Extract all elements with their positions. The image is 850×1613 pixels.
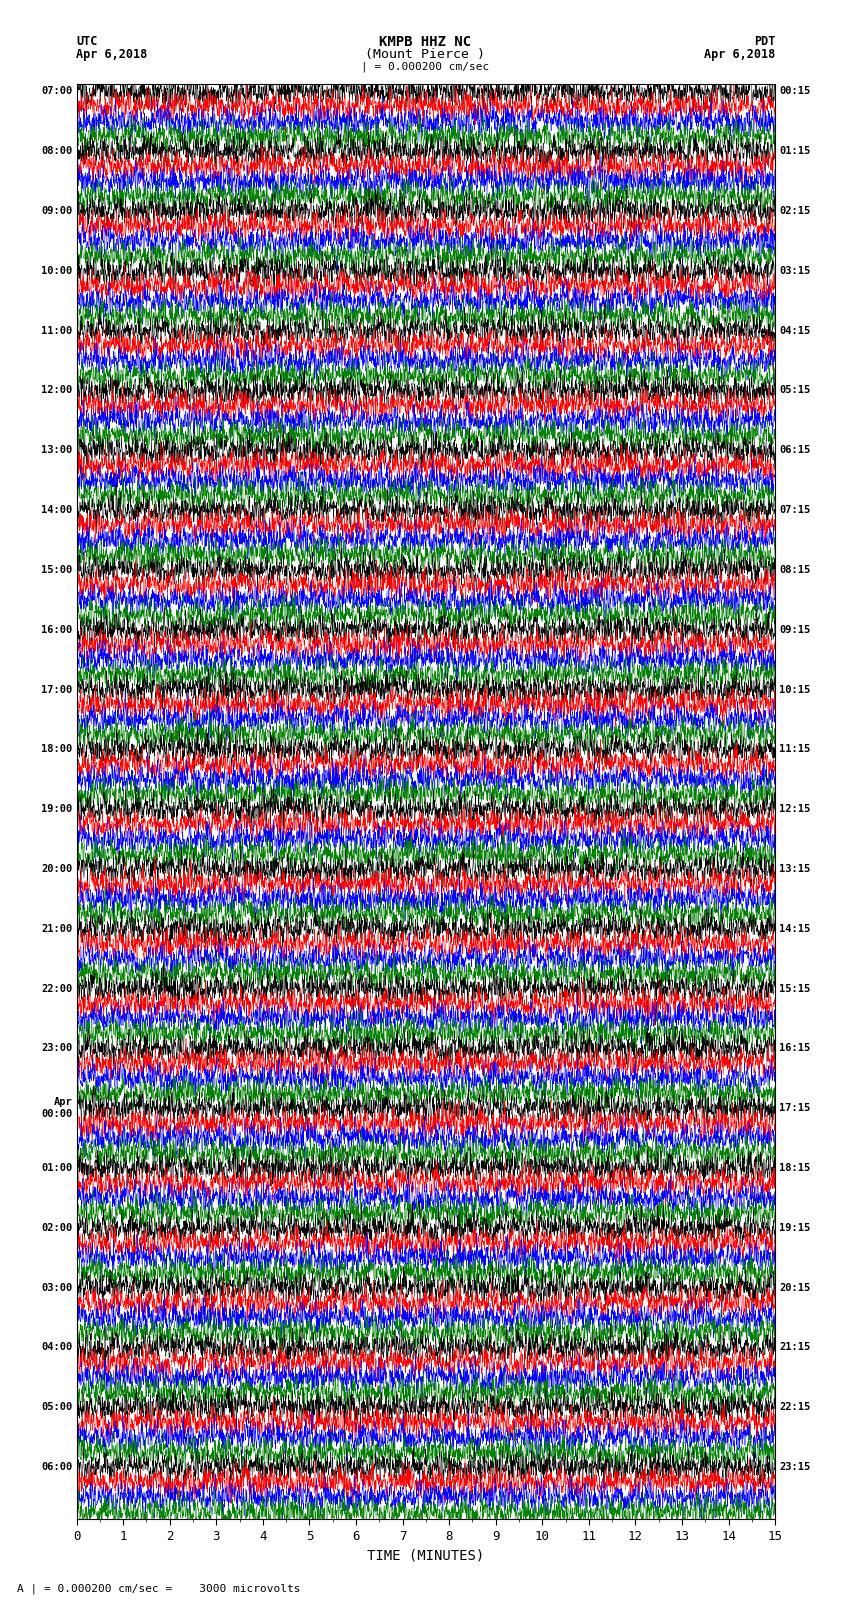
Text: 22:15: 22:15 — [779, 1402, 811, 1413]
Text: 08:15: 08:15 — [779, 565, 811, 574]
Text: 13:00: 13:00 — [41, 445, 72, 455]
Text: 15:00: 15:00 — [41, 565, 72, 574]
Text: 17:00: 17:00 — [41, 684, 72, 695]
Text: 20:15: 20:15 — [779, 1282, 811, 1292]
Text: 12:15: 12:15 — [779, 805, 811, 815]
Text: 19:00: 19:00 — [41, 805, 72, 815]
Text: 02:00: 02:00 — [41, 1223, 72, 1232]
Text: 13:15: 13:15 — [779, 865, 811, 874]
Text: 03:15: 03:15 — [779, 266, 811, 276]
Text: 14:00: 14:00 — [41, 505, 72, 515]
Text: 23:15: 23:15 — [779, 1461, 811, 1473]
Text: 09:00: 09:00 — [41, 206, 72, 216]
Text: 15:15: 15:15 — [779, 984, 811, 994]
Text: 18:00: 18:00 — [41, 744, 72, 755]
Text: 05:15: 05:15 — [779, 386, 811, 395]
Text: 04:00: 04:00 — [41, 1342, 72, 1352]
Text: | = 0.000200 cm/sec: | = 0.000200 cm/sec — [361, 61, 489, 73]
Text: 22:00: 22:00 — [41, 984, 72, 994]
Text: 05:00: 05:00 — [41, 1402, 72, 1413]
Text: 18:15: 18:15 — [779, 1163, 811, 1173]
Text: 16:15: 16:15 — [779, 1044, 811, 1053]
Text: 10:15: 10:15 — [779, 684, 811, 695]
Text: 11:00: 11:00 — [41, 326, 72, 336]
Text: 16:00: 16:00 — [41, 624, 72, 634]
Text: (Mount Pierce ): (Mount Pierce ) — [365, 48, 485, 61]
Text: UTC: UTC — [76, 35, 98, 48]
Text: 08:00: 08:00 — [41, 147, 72, 156]
Text: 01:15: 01:15 — [779, 147, 811, 156]
Text: 21:15: 21:15 — [779, 1342, 811, 1352]
Text: 01:00: 01:00 — [41, 1163, 72, 1173]
Text: 19:15: 19:15 — [779, 1223, 811, 1232]
Text: Apr
00:00: Apr 00:00 — [41, 1097, 72, 1119]
Text: 21:00: 21:00 — [41, 924, 72, 934]
Text: 12:00: 12:00 — [41, 386, 72, 395]
Text: Apr 6,2018: Apr 6,2018 — [704, 48, 775, 61]
Text: A | = 0.000200 cm/sec =    3000 microvolts: A | = 0.000200 cm/sec = 3000 microvolts — [17, 1582, 301, 1594]
Text: 23:00: 23:00 — [41, 1044, 72, 1053]
Text: Apr 6,2018: Apr 6,2018 — [76, 48, 148, 61]
Text: 14:15: 14:15 — [779, 924, 811, 934]
Text: 04:15: 04:15 — [779, 326, 811, 336]
Text: 10:00: 10:00 — [41, 266, 72, 276]
Text: 11:15: 11:15 — [779, 744, 811, 755]
Text: 17:15: 17:15 — [779, 1103, 811, 1113]
Text: 00:15: 00:15 — [779, 87, 811, 97]
Text: PDT: PDT — [754, 35, 775, 48]
Text: KMPB HHZ NC: KMPB HHZ NC — [379, 35, 471, 50]
Text: 20:00: 20:00 — [41, 865, 72, 874]
Text: 03:00: 03:00 — [41, 1282, 72, 1292]
Text: 07:15: 07:15 — [779, 505, 811, 515]
Text: 07:00: 07:00 — [41, 87, 72, 97]
Text: 06:00: 06:00 — [41, 1461, 72, 1473]
X-axis label: TIME (MINUTES): TIME (MINUTES) — [367, 1548, 484, 1563]
Text: 02:15: 02:15 — [779, 206, 811, 216]
Text: 06:15: 06:15 — [779, 445, 811, 455]
Text: 09:15: 09:15 — [779, 624, 811, 634]
